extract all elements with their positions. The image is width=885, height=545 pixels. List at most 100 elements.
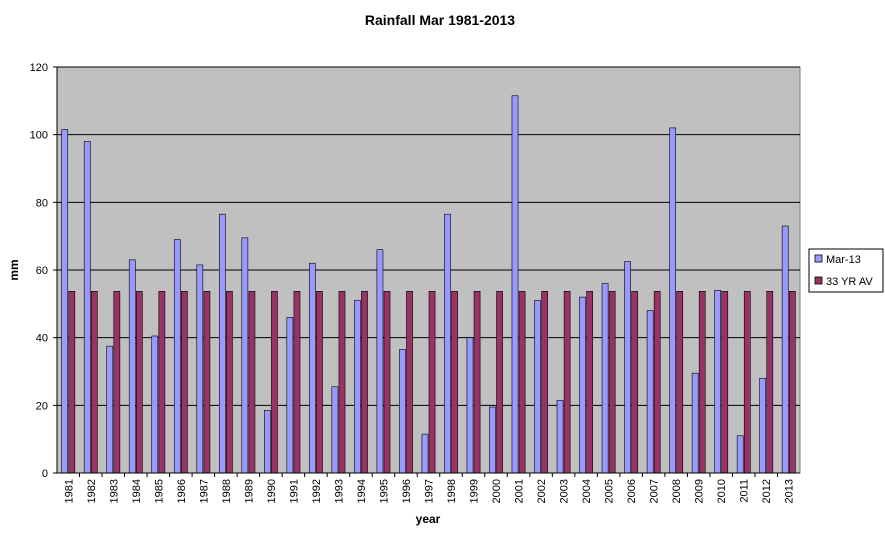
x-tick-label-2000: 2000: [491, 479, 503, 503]
x-tick-label-1984: 1984: [131, 479, 143, 503]
bar-mar-13-1994: [354, 300, 361, 474]
bar-mar-13-2012: [759, 377, 767, 474]
bar-mar-13-2008: [669, 127, 676, 474]
x-tick-label-1994: 1994: [356, 479, 368, 503]
bar-33-yr-av-1986: [181, 291, 188, 474]
bar-33-yr-av-2013: [788, 291, 796, 474]
x-tick-label-2007: 2007: [649, 479, 661, 503]
bar-mar-13-1998: [444, 213, 451, 474]
x-tick-label-1998: 1998: [446, 479, 458, 503]
x-tick-label-1987: 1987: [198, 479, 210, 503]
x-tick-label-1993: 1993: [333, 479, 345, 503]
bar-mar-13-2002: [534, 300, 541, 474]
y-tick-label: 20: [36, 400, 48, 412]
x-tick-label-1985: 1985: [153, 479, 165, 503]
bar-33-yr-av-1998: [451, 291, 458, 474]
bar-mar-13-1996: [399, 349, 406, 474]
bar-33-yr-av-1984: [136, 291, 143, 474]
legend: Mar-13 33 YR AV: [808, 248, 884, 293]
bar-33-yr-av-2000: [496, 291, 503, 474]
bar-33-yr-av-1992: [316, 291, 323, 474]
bar-mar-13-2011: [736, 435, 744, 474]
x-tick-label-2005: 2005: [604, 479, 616, 503]
x-tick-label-1983: 1983: [108, 479, 120, 503]
bar-33-yr-av-2012: [766, 291, 774, 474]
x-tick-label-1989: 1989: [243, 479, 255, 503]
bar-mar-13-1990: [264, 410, 271, 474]
bar-mar-13-1987: [196, 264, 204, 474]
y-axis-label: mm: [7, 259, 21, 280]
y-tick-label: 80: [36, 197, 48, 209]
x-tick-label-2010: 2010: [716, 479, 728, 503]
bar-mar-13-1989: [241, 237, 249, 474]
bar-mar-13-2005: [601, 283, 609, 474]
bar-33-yr-av-1982: [90, 291, 98, 474]
bar-mar-13-2001: [511, 95, 519, 474]
bar-mar-13-2000: [489, 406, 496, 474]
x-tick-label-1990: 1990: [266, 479, 278, 503]
x-tick-label-1986: 1986: [176, 479, 188, 503]
bar-mar-13-1999: [466, 337, 474, 474]
x-tick-label-2011: 2011: [739, 479, 751, 503]
y-tick-label: 120: [30, 62, 48, 74]
bar-mar-13-1993: [331, 386, 339, 474]
x-tick-label-2004: 2004: [581, 479, 593, 503]
gridlines: [57, 66, 800, 406]
legend-swatch-mar-13: [814, 254, 823, 263]
y-axis-ticks: 0 20 40 60 80 100 120: [30, 62, 57, 480]
bar-mar-13-1992: [309, 262, 316, 474]
bar-33-yr-av-1994: [361, 291, 368, 474]
legend-label-33-yr-av: 33 YR AV: [826, 276, 873, 288]
x-tick-label-2008: 2008: [671, 479, 683, 503]
x-tick-label-1992: 1992: [311, 479, 323, 503]
bar-mar-13-1995: [376, 249, 384, 474]
bar-mar-13-2006: [624, 261, 631, 474]
bar-33-yr-av-1991: [293, 291, 301, 474]
y-tick-label: 60: [36, 265, 48, 277]
bar-mar-13-2010: [714, 289, 721, 474]
bar-mar-13-1986: [173, 239, 181, 474]
bar-33-yr-av-1997: [428, 291, 436, 474]
x-axis-label: year: [416, 512, 441, 526]
x-tick-label-1996: 1996: [401, 479, 413, 503]
legend-label-mar-13: Mar-13: [826, 254, 861, 266]
x-tick-label-1991: 1991: [288, 479, 300, 503]
bar-33-yr-av-1988: [226, 291, 233, 474]
x-tick-label-1988: 1988: [221, 479, 233, 503]
x-axis-ticks: 1981 1982 1983 1984 1985 1986 1987 1988 1989 1990…: [63, 473, 796, 503]
bar-mar-13-1985: [151, 335, 159, 474]
bar-33-yr-av-2002: [541, 291, 548, 474]
bar-33-yr-av-1993: [338, 291, 346, 474]
x-tick-label-2006: 2006: [626, 479, 638, 503]
x-tick-label-1997: 1997: [424, 479, 436, 503]
bar-mar-13-1982: [83, 141, 91, 474]
x-tick-label-2009: 2009: [694, 479, 706, 503]
bar-mar-13-2013: [781, 225, 789, 474]
bar-mar-13-1981: [61, 129, 69, 474]
bar-33-yr-av-2009: [698, 291, 706, 474]
bar-33-yr-av-1995: [383, 291, 391, 474]
x-tick-label-2012: 2012: [761, 479, 773, 503]
bar-mar-13-2009: [691, 372, 699, 474]
bar-33-yr-av-1996: [406, 291, 413, 474]
x-tick-label-1995: 1995: [378, 479, 390, 503]
bar-mar-13-2003: [556, 399, 564, 474]
x-tick-label-1981: 1981: [63, 479, 75, 503]
bar-33-yr-av-1999: [473, 291, 481, 474]
chart-title: Rainfall Mar 1981-2013: [365, 12, 515, 28]
bar-33-yr-av-1989: [248, 291, 256, 474]
y-tick-label: 0: [42, 468, 48, 480]
bar-33-yr-av-2011: [743, 291, 751, 474]
bar-33-yr-av-2006: [631, 291, 639, 474]
x-tick-label-2001: 2001: [514, 479, 526, 503]
bar-mar-13-2007: [646, 310, 654, 474]
bar-mar-13-1984: [128, 259, 136, 474]
y-tick-label: 100: [30, 130, 48, 142]
bar-mar-13-1988: [218, 213, 226, 474]
bar-group: [61, 95, 796, 474]
bar-mar-13-1997: [421, 433, 429, 474]
x-tick-label-1982: 1982: [86, 479, 98, 503]
bar-33-yr-av-2008: [676, 291, 684, 474]
bar-33-yr-av-1981: [68, 291, 76, 474]
legend-swatch-33-yr-av: [814, 276, 823, 285]
